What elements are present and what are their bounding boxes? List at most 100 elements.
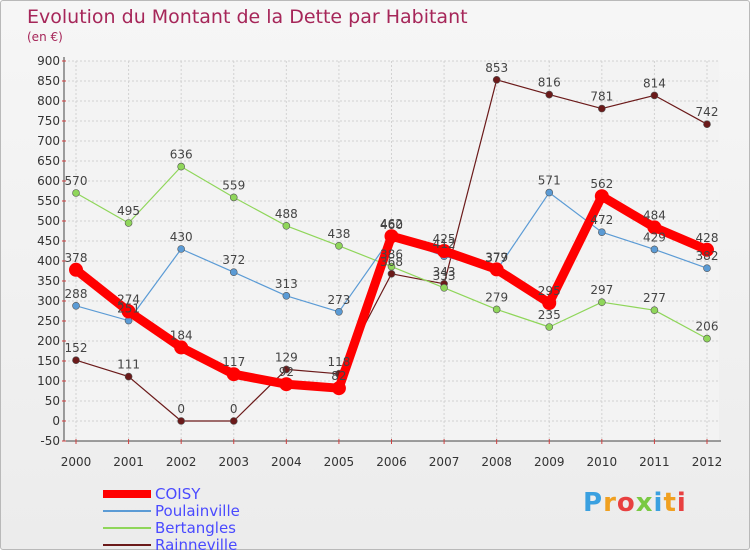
data-label: 781 <box>590 90 613 104</box>
data-label: 636 <box>170 148 193 162</box>
y-tick-label: 350 <box>37 274 60 288</box>
y-tick-label: 50 <box>45 394 60 408</box>
data-point <box>647 220 662 235</box>
data-point <box>700 242 714 257</box>
data-label: 484 <box>643 208 666 222</box>
y-tick-label: 800 <box>37 94 60 108</box>
y-tick-label: 450 <box>37 234 60 248</box>
y-tick-label: 850 <box>37 74 60 88</box>
data-label: 82 <box>331 369 346 383</box>
data-label: 495 <box>117 204 140 218</box>
y-tick-label: 300 <box>37 294 60 308</box>
data-label: 111 <box>117 358 140 372</box>
data-point <box>282 291 291 300</box>
y-tick-label: 150 <box>37 354 60 368</box>
data-label: 288 <box>65 287 88 301</box>
logo-letter: x <box>635 488 654 518</box>
data-point <box>387 262 396 271</box>
data-label: 378 <box>65 251 88 265</box>
data-label: 814 <box>643 76 666 90</box>
data-point <box>598 104 606 113</box>
data-point <box>72 356 80 365</box>
data-label: 425 <box>433 232 456 246</box>
data-point <box>545 90 554 99</box>
data-label: 297 <box>590 283 613 297</box>
data-label: 412 <box>433 237 456 251</box>
y-tick-label: 400 <box>37 254 60 268</box>
data-label: 368 <box>380 255 403 269</box>
data-label: 853 <box>485 61 508 75</box>
logo-letter: t <box>663 488 677 518</box>
data-label: 379 <box>485 250 508 264</box>
x-tick-label: 2003 <box>218 455 249 469</box>
data-point <box>229 193 238 202</box>
data-point <box>384 229 399 244</box>
logo-letter: i <box>653 488 664 518</box>
data-label: 386 <box>380 248 403 262</box>
data-label: 343 <box>433 265 456 279</box>
y-tick-label: 100 <box>37 374 60 388</box>
logo-letter: o <box>616 488 636 518</box>
data-point <box>177 162 185 171</box>
data-label: 472 <box>590 213 613 227</box>
data-label: 279 <box>485 290 508 304</box>
data-point <box>703 120 711 128</box>
data-label: 251 <box>117 302 140 316</box>
data-label: 295 <box>538 284 561 298</box>
data-point <box>703 334 711 343</box>
data-point <box>703 264 711 273</box>
x-tick-label: 2005 <box>324 455 355 469</box>
data-point <box>279 377 294 392</box>
data-point <box>492 305 501 314</box>
chart-title: Evolution du Montant de la Dette par Hab… <box>27 6 468 28</box>
data-label: 372 <box>222 253 245 267</box>
data-point <box>124 372 133 381</box>
x-tick-label: 2000 <box>61 455 92 469</box>
y-tick-label: -50 <box>40 434 60 448</box>
data-point <box>437 244 452 258</box>
data-point <box>72 301 80 310</box>
data-label: 488 <box>275 207 298 221</box>
y-tick-label: 600 <box>37 174 60 188</box>
data-point <box>177 245 185 253</box>
data-label: 816 <box>538 76 561 90</box>
data-point <box>335 242 343 250</box>
y-tick-label: 500 <box>37 214 60 228</box>
proxiti-logo: Proxiti <box>583 488 687 518</box>
data-point <box>598 298 606 307</box>
data-label: 118 <box>327 355 350 369</box>
data-label: 377 <box>485 251 508 265</box>
data-point <box>542 296 557 310</box>
data-point <box>594 189 609 204</box>
data-point <box>124 219 133 227</box>
data-point <box>282 222 291 230</box>
data-point <box>282 365 291 374</box>
x-tick-label: 2007 <box>429 455 460 469</box>
data-point <box>650 306 659 315</box>
data-label: 460 <box>380 218 403 232</box>
data-point <box>229 268 238 277</box>
data-point <box>121 304 136 319</box>
y-tick-label: 550 <box>37 194 60 208</box>
data-label: 273 <box>327 293 350 307</box>
data-point <box>387 269 396 278</box>
data-point <box>177 417 185 425</box>
data-label: 277 <box>643 291 666 305</box>
data-label: 570 <box>65 174 88 188</box>
x-tick-label: 2006 <box>376 455 407 469</box>
x-tick-label: 2009 <box>534 455 565 469</box>
data-label: 313 <box>275 277 298 291</box>
data-label: 438 <box>327 227 350 241</box>
logo-letter: r <box>603 488 617 518</box>
data-label: 430 <box>170 230 193 244</box>
data-label: 129 <box>275 350 298 364</box>
data-point <box>492 76 501 84</box>
data-label: 206 <box>696 320 719 334</box>
x-tick-label: 2008 <box>481 455 512 469</box>
data-point <box>545 323 554 331</box>
x-tick-label: 2010 <box>587 455 618 469</box>
data-point <box>440 283 448 292</box>
data-point <box>331 381 346 396</box>
